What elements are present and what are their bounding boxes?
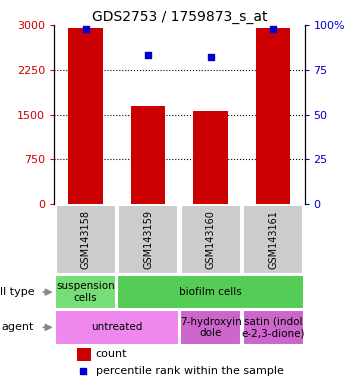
Bar xyxy=(118,205,178,274)
Text: percentile rank within the sample: percentile rank within the sample xyxy=(96,366,284,376)
Text: GSM143161: GSM143161 xyxy=(268,210,278,269)
Bar xyxy=(194,111,228,204)
Text: agent: agent xyxy=(2,322,34,333)
Bar xyxy=(180,310,241,344)
Bar xyxy=(256,28,290,204)
Text: satin (indol
e-2,3-dione): satin (indol e-2,3-dione) xyxy=(241,316,305,338)
Bar xyxy=(181,205,241,274)
Bar xyxy=(243,310,304,344)
Point xyxy=(145,52,151,58)
Bar xyxy=(131,106,165,204)
Text: 7-hydroxyin
dole: 7-hydroxyin dole xyxy=(180,316,242,338)
Point xyxy=(271,25,276,31)
Text: untreated: untreated xyxy=(91,322,142,333)
Bar xyxy=(243,205,303,274)
Bar xyxy=(77,348,91,361)
Text: count: count xyxy=(96,349,127,359)
Text: GSM143160: GSM143160 xyxy=(206,210,216,269)
Point xyxy=(80,368,86,374)
Bar xyxy=(118,275,304,310)
Text: GSM143158: GSM143158 xyxy=(80,210,91,269)
Text: GSM143159: GSM143159 xyxy=(143,210,153,269)
Bar xyxy=(68,28,103,204)
Bar xyxy=(56,205,116,274)
Point xyxy=(83,25,88,31)
Title: GDS2753 / 1759873_s_at: GDS2753 / 1759873_s_at xyxy=(92,10,267,24)
Point xyxy=(208,54,213,60)
Bar xyxy=(55,310,179,344)
Bar xyxy=(55,275,116,310)
Text: cell type: cell type xyxy=(0,287,34,297)
Text: biofilm cells: biofilm cells xyxy=(179,287,242,297)
Text: suspension
cells: suspension cells xyxy=(56,281,115,303)
